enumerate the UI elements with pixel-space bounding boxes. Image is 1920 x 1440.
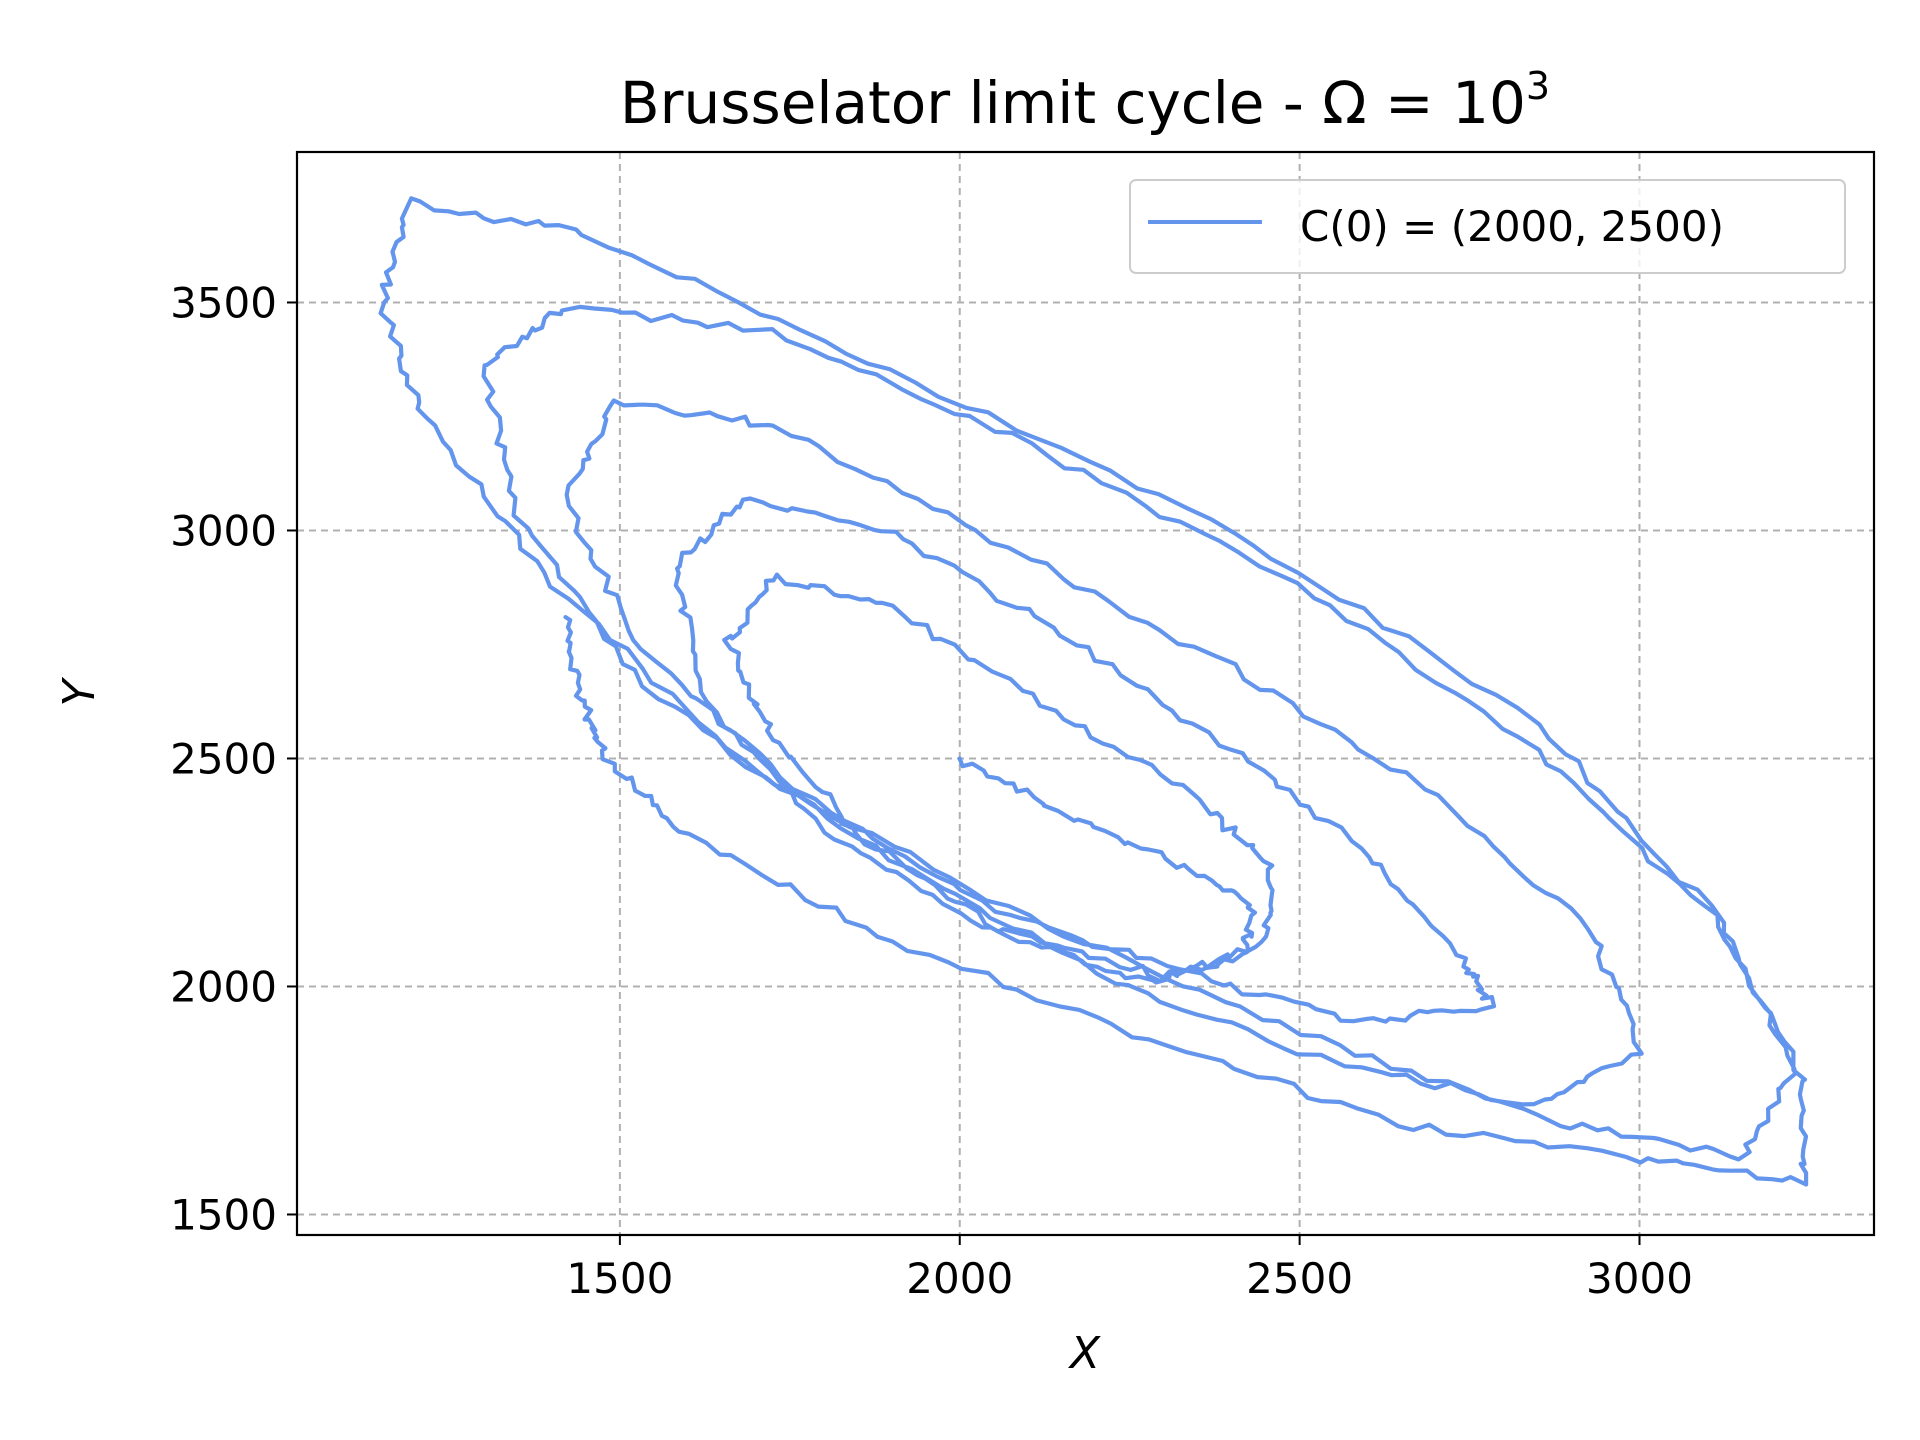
y-tick-label: 1500 [170,1190,277,1239]
y-axis-label: Y [54,676,105,706]
grid [297,152,1874,1235]
y-tick-label: 3000 [170,506,277,555]
legend-box [1129,179,1846,274]
chart-title: Brusselator limit cycle - Ω = 103 [620,64,1550,137]
x-tick-label: 2500 [1246,1254,1353,1303]
series-layer [378,196,1809,1187]
y-tick-label: 2000 [170,962,277,1011]
ticks: 1500 2000 2500 3000 1500 2000 2500 3000 3500 [170,278,1693,1303]
legend: C(0) = (2000, 2500) [1129,179,1846,274]
y-tick-label: 3500 [170,278,277,327]
x-tick-label: 1500 [566,1254,673,1303]
x-axis-label: X [1068,1328,1101,1379]
legend-label: C(0) = (2000, 2500) [1300,202,1724,251]
series-line [378,196,1809,1187]
plot-frame [295,150,1876,1237]
y-tick-label: 2500 [170,734,277,783]
x-tick-label: 2000 [906,1254,1013,1303]
x-tick-label: 3000 [1586,1254,1693,1303]
